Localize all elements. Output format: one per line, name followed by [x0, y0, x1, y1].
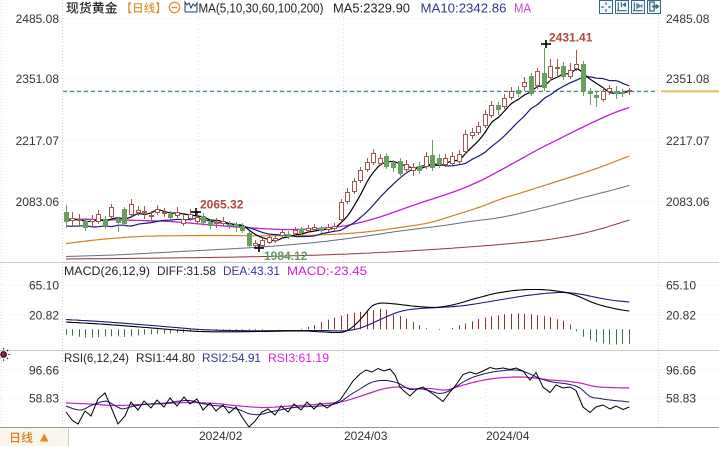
svg-text:RSI(6,12,24): RSI(6,12,24) — [64, 351, 129, 365]
svg-text:65.10: 65.10 — [29, 278, 59, 292]
svg-text:MACD:-23.45: MACD:-23.45 — [287, 264, 367, 278]
svg-text:2485.08: 2485.08 — [16, 12, 60, 26]
svg-text:2217.07: 2217.07 — [666, 134, 710, 148]
svg-text:MA(5,10,30,60,100,200): MA(5,10,30,60,100,200) — [199, 1, 324, 16]
svg-text:DIFF:31.58: DIFF:31.58 — [157, 264, 216, 278]
svg-text:2024/02: 2024/02 — [199, 429, 243, 443]
svg-text:2351.08: 2351.08 — [666, 72, 710, 86]
svg-text:MACD(26,12,9): MACD(26,12,9) — [64, 264, 150, 278]
svg-text:DEA:43.31: DEA:43.31 — [223, 264, 280, 278]
svg-text:2065.32: 2065.32 — [200, 198, 244, 212]
svg-text:2083.06: 2083.06 — [16, 195, 60, 209]
svg-text:96.66: 96.66 — [29, 363, 59, 377]
svg-text:2024/04: 2024/04 — [486, 429, 530, 443]
svg-text:MA5:2329.90: MA5:2329.90 — [333, 1, 410, 16]
svg-text:65.10: 65.10 — [666, 278, 696, 292]
svg-text:MA: MA — [514, 1, 531, 16]
svg-text:1984.12: 1984.12 — [264, 249, 308, 263]
svg-text:2431.41: 2431.41 — [549, 31, 593, 45]
svg-text:2351.08: 2351.08 — [16, 72, 60, 86]
svg-text:RSI3:61.19: RSI3:61.19 — [268, 351, 329, 365]
svg-text:2024/03: 2024/03 — [344, 429, 388, 443]
svg-text:2083.06: 2083.06 — [666, 195, 710, 209]
svg-text:RSI2:54.91: RSI2:54.91 — [202, 351, 261, 365]
svg-text:MA10:2342.86: MA10:2342.86 — [421, 1, 507, 16]
svg-text:RSI1:44.80: RSI1:44.80 — [136, 351, 195, 365]
svg-text:20.82: 20.82 — [666, 308, 696, 322]
svg-text:96.66: 96.66 — [666, 363, 696, 377]
svg-text:20.82: 20.82 — [29, 308, 59, 322]
svg-text:2485.08: 2485.08 — [666, 12, 710, 26]
svg-text:2217.07: 2217.07 — [16, 134, 60, 148]
svg-text:58.83: 58.83 — [29, 391, 59, 405]
svg-text:58.83: 58.83 — [666, 391, 696, 405]
